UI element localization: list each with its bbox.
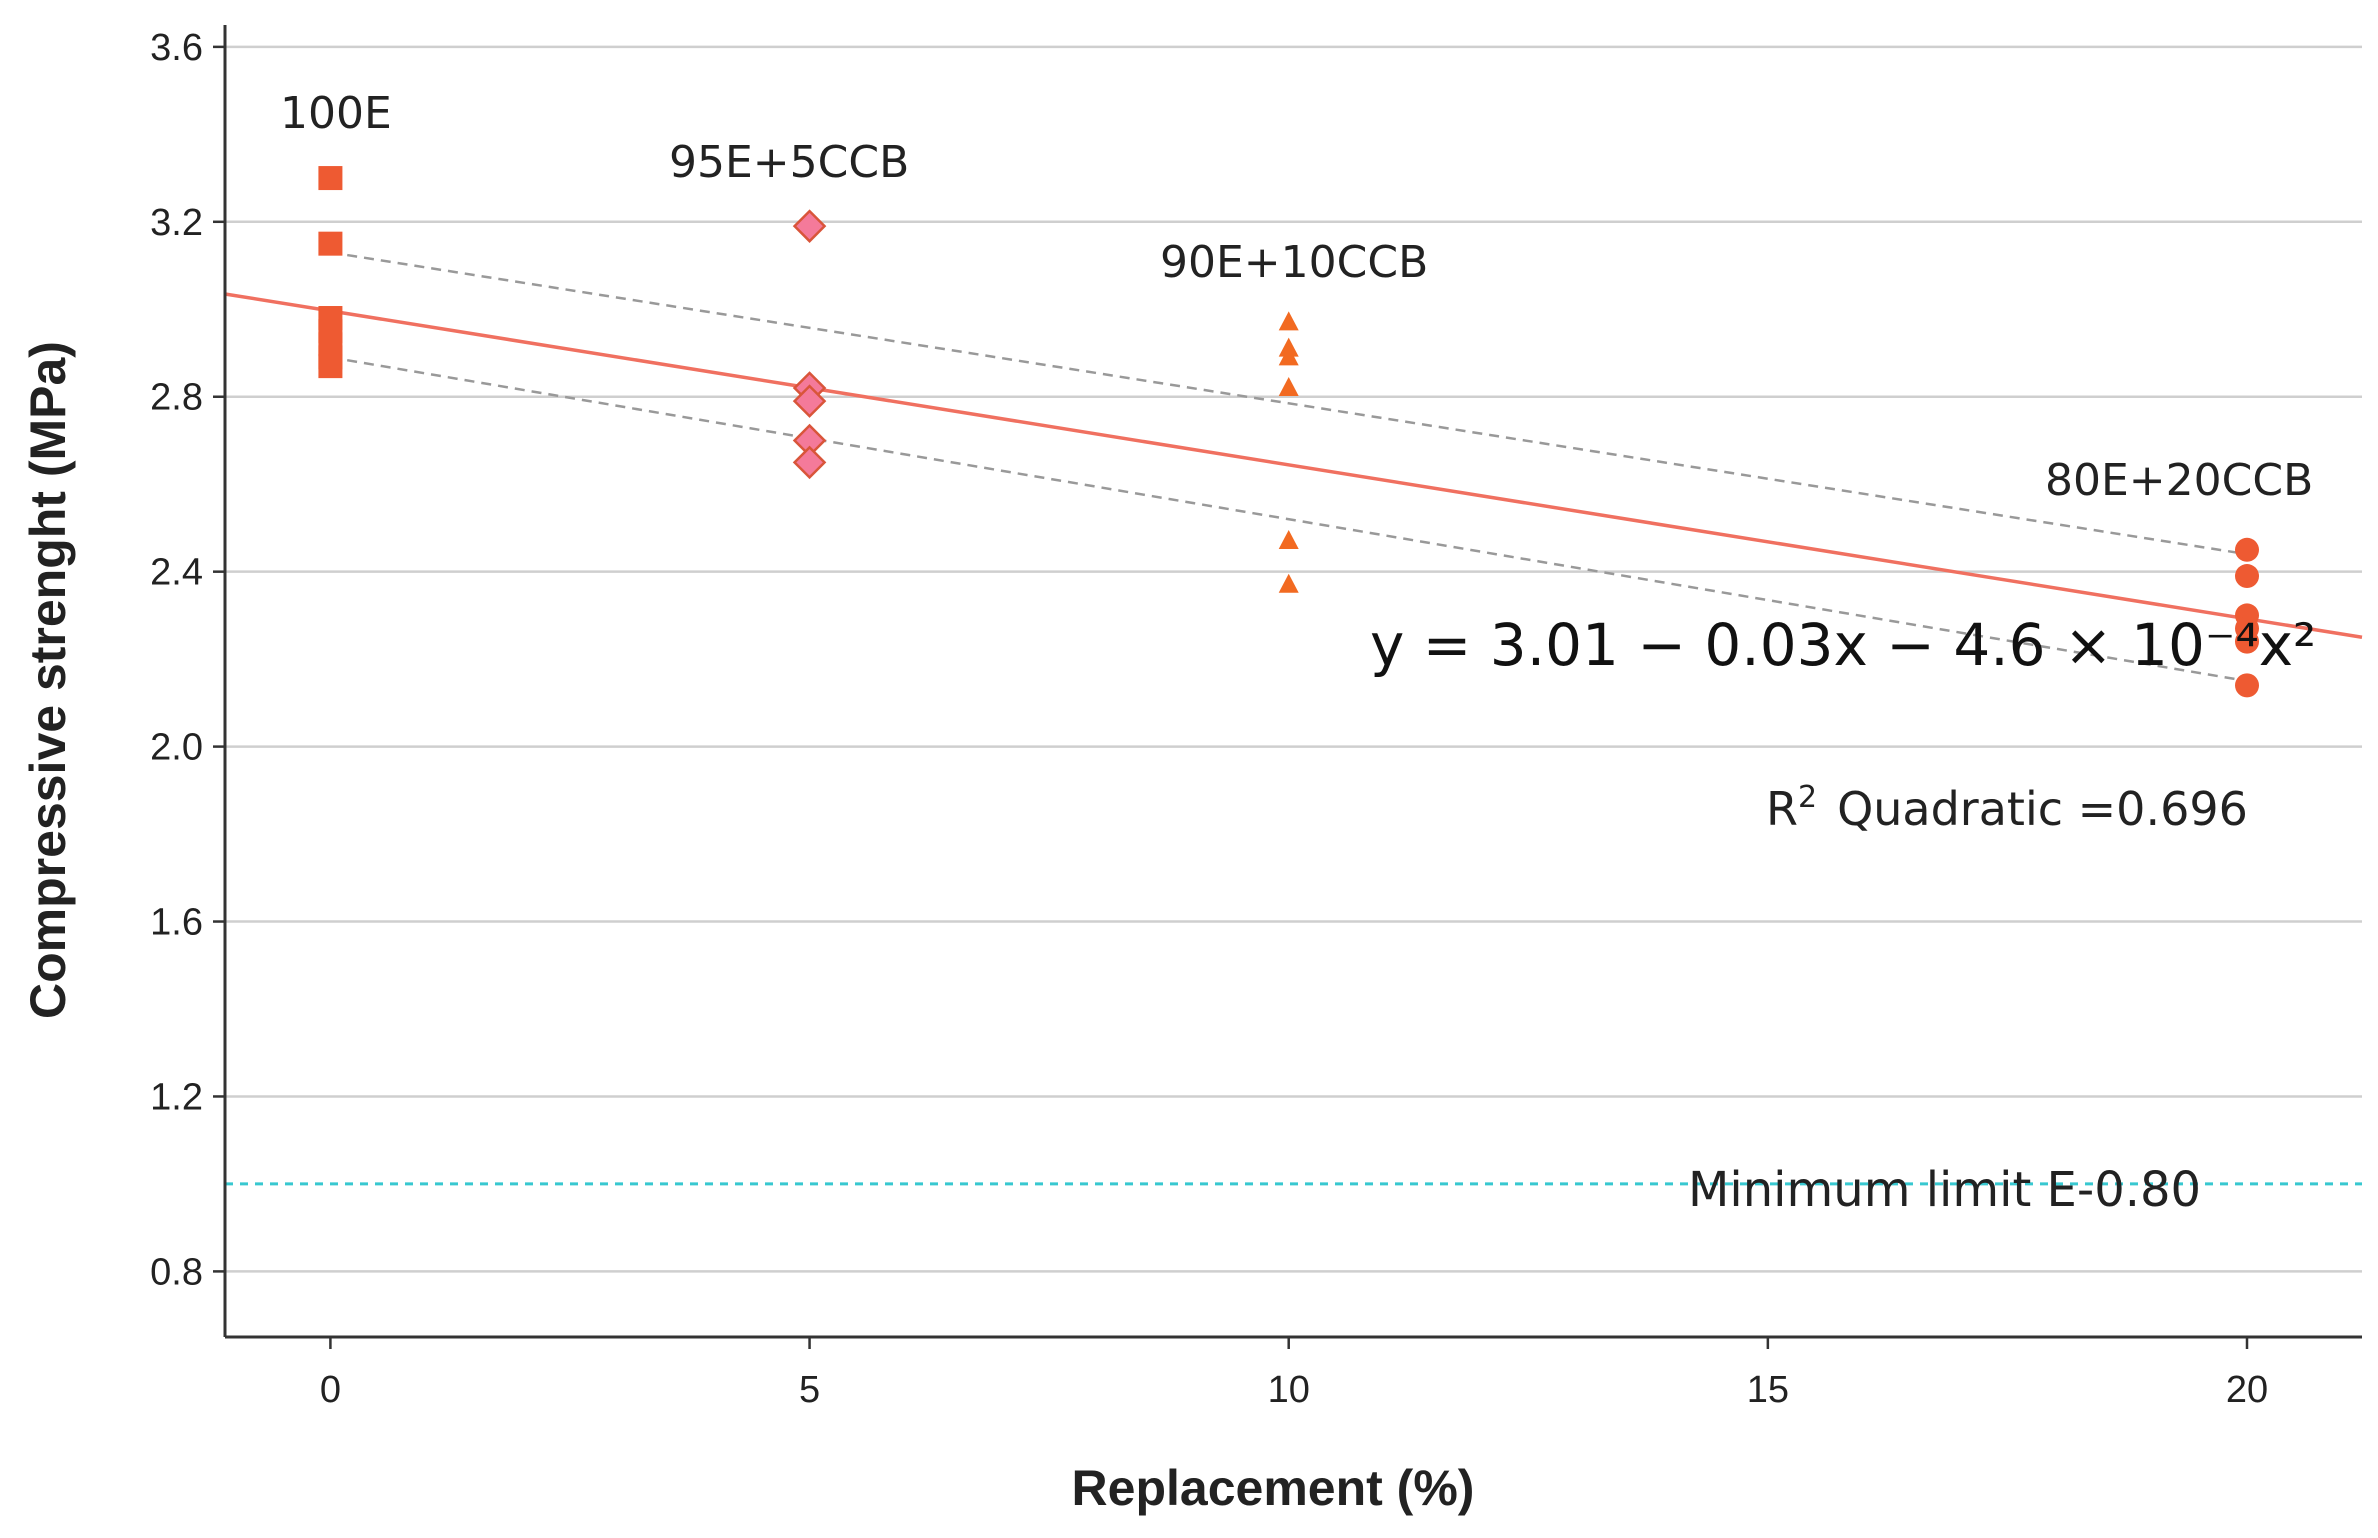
group-label-95E-5CCB: 95E+5CCB <box>669 137 909 188</box>
group-label-80E-20CCB: 80E+20CCB <box>2045 455 2313 506</box>
x-axis-title: Replacement (%) <box>1072 1460 1475 1516</box>
y-tick-label: 2.4 <box>150 552 203 594</box>
data-point-triangle <box>1278 376 1299 396</box>
r-squared-label: R2 Quadratic =0.696 <box>1766 780 2248 836</box>
grid-lines <box>225 45 2362 1273</box>
fit-equation: y = 3.01 − 0.03x − 4.6 × 10⁻⁴x² <box>1370 611 2316 679</box>
y-tick-label: 3.2 <box>150 202 203 244</box>
fit-lines <box>224 251 2363 683</box>
data-point-circle <box>2235 629 2260 654</box>
data-point-triangle <box>1278 346 1299 366</box>
confidence-lower-line <box>330 356 2248 683</box>
data-point-triangle <box>1278 311 1299 331</box>
data-point-triangle <box>1278 573 1299 593</box>
data-point-diamond <box>792 209 827 243</box>
data-point-square <box>318 166 343 191</box>
data-point-square <box>318 231 343 256</box>
axes <box>223 25 2362 1339</box>
y-tick-label: 2.8 <box>150 377 203 419</box>
y-tick-label: 2.0 <box>150 727 203 769</box>
confidence-upper-line <box>330 251 2248 556</box>
group-label-100E: 100E <box>280 88 392 139</box>
y-tick-label: 0.8 <box>150 1251 203 1293</box>
y-tick-label: 1.2 <box>150 1076 203 1118</box>
x-tick-label: 20 <box>2226 1369 2268 1411</box>
r-squared-sup: 2 <box>1798 780 1817 815</box>
tick-labels: 0.8 1.2 1.6 2.0 2.4 2.8 3.2 3.6 0 5 10 15 20 <box>150 27 2268 1411</box>
data-point-diamond <box>792 384 827 418</box>
r-squared-prefix: R <box>1766 782 1798 836</box>
fit-line <box>224 292 2363 639</box>
data-point-circle <box>2235 537 2260 562</box>
y-tick-label: 3.6 <box>150 27 203 69</box>
x-tick-label: 15 <box>1747 1369 1789 1411</box>
x-tick-label: 5 <box>799 1369 820 1411</box>
y-axis-title: Compressive strenght (MPa) <box>20 341 76 1019</box>
r-squared-text: Quadratic =0.696 <box>1837 782 2248 836</box>
data-point-triangle <box>1278 530 1299 550</box>
data-point-square <box>318 354 343 379</box>
x-tick-label: 0 <box>320 1369 341 1411</box>
data-point-circle <box>2235 564 2260 589</box>
data-points <box>318 166 2260 698</box>
y-tick-label: 1.6 <box>150 902 203 944</box>
group-label-90E-10CCB: 90E+10CCB <box>1160 237 1428 288</box>
data-point-diamond <box>792 445 827 480</box>
minimum-limit-label: Minimum limit E-0.80 <box>1688 1162 2201 1218</box>
x-tick-label: 10 <box>1268 1369 1310 1411</box>
data-point-circle <box>2235 673 2260 698</box>
